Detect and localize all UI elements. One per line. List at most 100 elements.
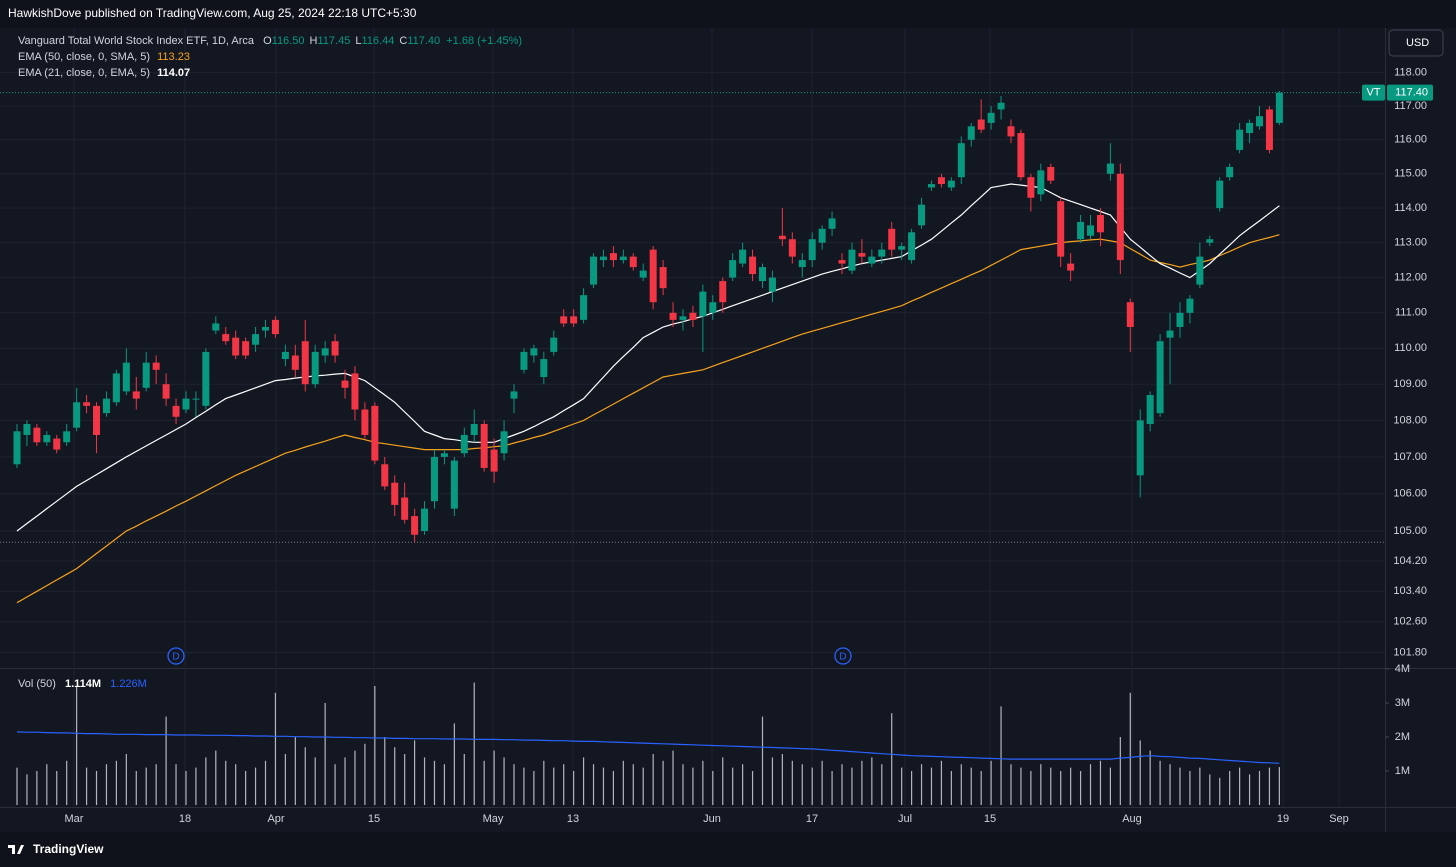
volume-bar — [394, 747, 396, 805]
volume-bar — [1070, 767, 1072, 805]
volume-bar — [950, 771, 952, 805]
volume-bar — [145, 767, 147, 805]
volume-bar — [264, 760, 267, 805]
candle-body — [421, 508, 429, 532]
y-tick-label: 104.20 — [1393, 555, 1427, 567]
volume-tick-label: 4M — [1395, 663, 1410, 675]
candle-body — [828, 218, 836, 229]
candle-body — [659, 267, 667, 289]
volume-bar — [155, 764, 157, 805]
volume-bar — [125, 754, 127, 805]
volume-bar — [761, 716, 764, 805]
y-tick-label: 111.00 — [1395, 307, 1427, 319]
volume-bar — [324, 703, 326, 805]
volume-bar — [851, 767, 853, 805]
indicator-value: 113.23 — [157, 51, 190, 63]
footer-text: TradingView — [33, 842, 104, 856]
candle-body — [1146, 395, 1154, 425]
header-text: HawkishDove published on TradingView.com… — [8, 6, 417, 20]
candle-body — [768, 277, 776, 292]
candle-body — [1116, 173, 1124, 261]
candle-body — [580, 295, 588, 320]
candle-body — [262, 326, 269, 331]
volume-bar — [1099, 760, 1102, 805]
footer-bar — [0, 832, 1456, 867]
volume-bar — [543, 760, 545, 805]
volume-bar — [364, 743, 366, 805]
candle-body — [778, 235, 786, 240]
candle-body — [788, 239, 796, 257]
x-tick-label: Apr — [267, 813, 284, 825]
candle-body — [1106, 163, 1114, 174]
candle-body — [987, 112, 995, 123]
candle-body — [540, 359, 548, 378]
candle-body — [13, 431, 21, 465]
volume-bar — [513, 764, 515, 805]
volume-bar — [732, 767, 734, 805]
volume-bar — [751, 771, 754, 805]
volume-bar — [433, 760, 436, 805]
volume-bar — [294, 737, 296, 805]
volume-bar — [56, 771, 58, 805]
marks — [0, 91, 1385, 805]
volume-bar — [76, 686, 78, 805]
price-badge — [1387, 84, 1433, 101]
candle-body — [331, 341, 339, 356]
candle-body — [590, 256, 598, 285]
candle-body — [172, 405, 180, 417]
candle-body — [401, 497, 409, 520]
volume-tick-label: 3M — [1395, 697, 1410, 709]
x-tick-label: Aug — [1122, 813, 1142, 825]
volume-bar — [1139, 740, 1141, 805]
volume-bar — [404, 754, 406, 805]
candle-body — [858, 253, 866, 257]
volume-bar — [672, 750, 674, 805]
candle-body — [301, 341, 309, 385]
volume-bar — [1030, 771, 1032, 805]
candle-body — [689, 312, 697, 320]
candle-body — [1166, 330, 1174, 338]
indicator-line — [16, 183, 1280, 532]
candle-body — [1196, 256, 1204, 285]
volume-bar — [205, 757, 207, 805]
volume-bar — [374, 686, 376, 805]
candle-body — [947, 180, 955, 188]
y-tick-label: 106.00 — [1393, 488, 1427, 500]
x-tick-label: 19 — [1277, 813, 1289, 825]
y-tick-label: 117.00 — [1394, 100, 1427, 112]
candle-body — [311, 351, 319, 385]
volume-bar — [1268, 767, 1271, 805]
candle-body — [122, 362, 130, 392]
indicator-value: 114.07 — [157, 67, 190, 79]
volume-bar — [791, 760, 793, 805]
volume-bar — [274, 692, 277, 805]
currency-button-box[interactable] — [1388, 29, 1444, 57]
volume-bar — [354, 750, 356, 805]
candle-body — [1087, 225, 1095, 236]
candle-body — [1216, 180, 1224, 209]
volume-bar — [503, 757, 505, 805]
candle-body — [868, 256, 876, 264]
volume-bar — [722, 757, 724, 805]
candle-body — [112, 373, 120, 403]
volume-bar — [960, 764, 962, 805]
volume-bar — [1169, 764, 1171, 805]
legend: Vanguard Total World Stock Index ETF, 1D… — [18, 35, 522, 690]
candle-body — [252, 334, 260, 345]
x-tick-label: Sep — [1329, 813, 1349, 825]
candle-body — [351, 373, 359, 410]
volume-bar — [235, 764, 237, 805]
dividend-marker — [834, 647, 852, 665]
ohlc-key: H — [310, 35, 318, 47]
volume-bar — [811, 767, 813, 805]
x-tick-label: 13 — [567, 813, 579, 825]
candle-body — [888, 228, 896, 250]
candle-body — [271, 319, 279, 335]
currency-button-label[interactable]: USD — [1406, 37, 1429, 49]
y-tick-label: 112.00 — [1394, 271, 1427, 283]
dividend-label: D — [839, 652, 846, 663]
volume-bar — [563, 764, 565, 805]
volume-bar — [304, 747, 306, 805]
currency-button[interactable]: USD — [1388, 29, 1444, 57]
